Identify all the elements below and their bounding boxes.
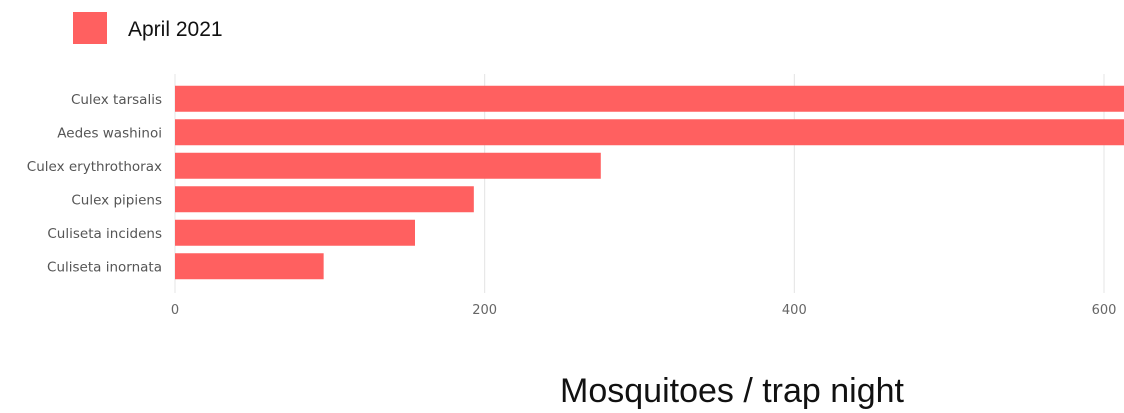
bar-culiseta-incidens <box>175 219 415 246</box>
bar-aedes-washinoi <box>175 119 1124 146</box>
y-tick-label-culiseta-inornata: Culiseta inornata <box>47 259 162 275</box>
bar-culex-pipiens <box>175 186 474 213</box>
y-tick-labels: Culex tarsalis Aedes washinoi Culex erythr… <box>27 92 162 276</box>
bar-culex-tarsalis <box>175 85 1124 112</box>
y-tick-label-culex-erythrothorax: Culex erythrothorax <box>27 159 162 175</box>
x-tick-label-200: 200 <box>472 303 497 318</box>
x-tick-labels: 0 200 400 600 <box>171 303 1117 318</box>
legend-label-april-2021: April 2021 <box>128 18 223 41</box>
x-axis-title: Mosquitoes / trap night <box>560 372 905 410</box>
x-tick-label-0: 0 <box>171 303 179 318</box>
y-tick-label-culex-pipiens: Culex pipiens <box>71 192 162 208</box>
y-tick-label-aedes-washinoi: Aedes washinoi <box>57 125 162 141</box>
bar-culex-erythrothorax <box>175 152 601 179</box>
bar-culiseta-inornata <box>175 253 324 280</box>
y-tick-label-culiseta-incidens: Culiseta incidens <box>47 226 162 242</box>
legend: April 2021 <box>73 12 223 44</box>
bars <box>175 85 1124 280</box>
y-tick-label-culex-tarsalis: Culex tarsalis <box>71 92 162 108</box>
x-tick-label-600: 600 <box>1092 303 1117 318</box>
x-tick-label-400: 400 <box>782 303 807 318</box>
legend-swatch-april-2021 <box>73 12 107 44</box>
